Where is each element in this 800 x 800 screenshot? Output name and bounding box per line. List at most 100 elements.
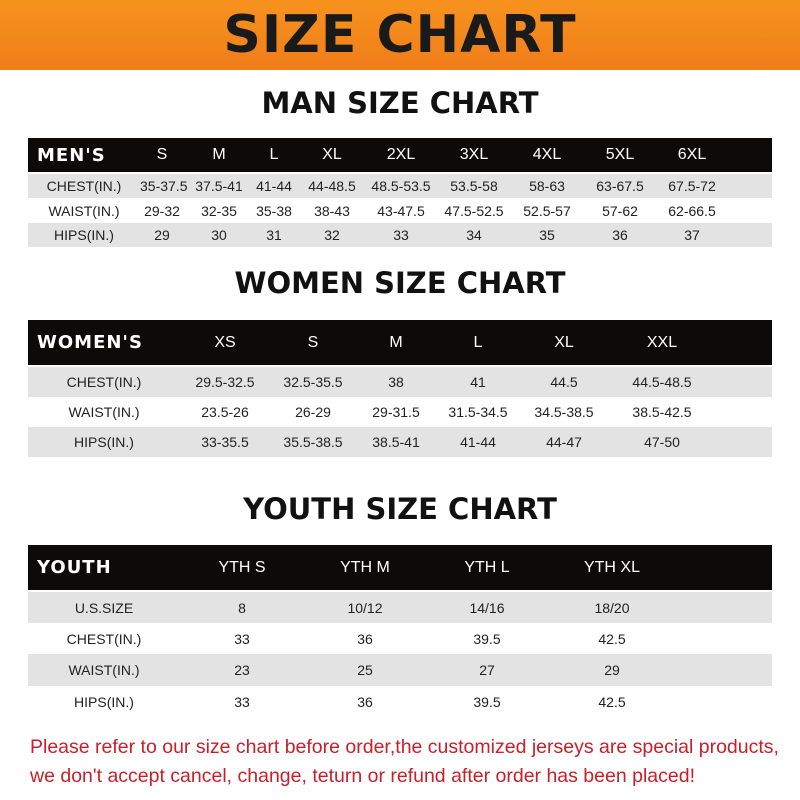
cell: 35-37.5: [140, 178, 188, 194]
cell: 34.5-38.5: [534, 404, 594, 420]
cell: XS: [214, 333, 236, 351]
row-label: WOMEN'S: [37, 332, 143, 353]
row-label: CHEST(IN.): [46, 178, 122, 194]
cell: 48.5-53.5: [371, 178, 431, 194]
table-row: WAIST(IN.) 23.5-26 26-29 29-31.5 31.5-34.5 34…: [28, 397, 772, 427]
cell: 26-29: [295, 404, 331, 420]
cell: 63-67.5: [596, 178, 644, 194]
cell: 35: [539, 227, 555, 243]
cell: 42.5: [598, 694, 626, 710]
cell: 47.5-52.5: [444, 202, 504, 219]
cell: 44.5: [550, 374, 578, 390]
table-row: HIPS(IN.) 33-35.5 35.5-38.5 38.5-41 41-44 44-…: [28, 427, 772, 457]
cell: 67.5-72: [668, 178, 716, 194]
cell: 23: [234, 662, 250, 678]
cell: 34: [466, 227, 482, 243]
cell: 62-66.5: [668, 202, 716, 219]
cell: 44-48.5: [308, 178, 356, 194]
cell: 29-32: [144, 202, 180, 219]
note-line-1: Please refer to our size chart before or…: [30, 736, 779, 758]
cell: 37: [684, 227, 700, 243]
cell: 14/16: [469, 599, 505, 616]
cell: 32.5-35.5: [283, 374, 343, 390]
table-row: WAIST(IN.) 29-32 32-35 35-38 38-43 43-47.5 47.…: [28, 198, 772, 223]
cell: S: [307, 333, 319, 351]
cell: XL: [554, 333, 574, 351]
cell: YTH XL: [583, 558, 640, 576]
cell: 6XL: [677, 146, 707, 163]
cell: YTH M: [340, 558, 390, 576]
row-label: HIPS(IN.): [74, 434, 134, 450]
cell: 38.5-41: [372, 434, 420, 450]
cell: 36: [612, 227, 628, 243]
cell: S: [156, 146, 168, 163]
disclaimer-note: Please refer to our size chart before or…: [30, 733, 790, 791]
cell: 38: [388, 374, 404, 390]
table-row: WAIST(IN.) 23 25 27 29: [28, 654, 772, 686]
cell: 38-43: [314, 202, 350, 219]
row-label: WAIST(IN.): [48, 202, 120, 219]
cell: 29: [154, 227, 170, 243]
row-label: HIPS(IN.): [74, 694, 134, 710]
cell: 30: [211, 227, 227, 243]
row-label: CHEST(IN.): [66, 630, 142, 647]
row-label: WAIST(IN.): [68, 404, 140, 420]
cell: 39.5: [473, 630, 501, 647]
cell: 53.5-58: [450, 178, 498, 194]
row-label: YOUTH: [37, 557, 112, 578]
cell: XL: [322, 146, 342, 163]
cell: 44.5-48.5: [632, 374, 692, 390]
cell: 3XL: [459, 146, 489, 163]
header-row: WOMEN'S XS S M L XL XXL: [28, 320, 772, 365]
cell: YTH S: [218, 558, 266, 576]
cell: 57-62: [602, 202, 638, 219]
cell: YTH L: [464, 558, 510, 576]
cell: 42.5: [598, 630, 626, 647]
cell: 10/12: [347, 599, 383, 616]
table-row: HIPS(IN.) 29 30 31 32 33 34 35 36 37: [28, 223, 772, 247]
table-row: HIPS(IN.) 33 36 39.5 42.5: [28, 686, 772, 718]
row-label: U.S.SIZE: [74, 599, 134, 616]
cell: 4XL: [532, 146, 562, 163]
banner-title: SIZE CHART: [223, 5, 577, 65]
cell: M: [212, 146, 226, 163]
women-size-table: WOMEN'S XS S M L XL XXL CHEST(IN.) 29.5-32.5 32.5…: [28, 320, 772, 457]
cell: 44-47: [546, 434, 582, 450]
cell: 39.5: [473, 694, 501, 710]
row-label: MEN'S: [37, 144, 106, 166]
table-row: CHEST(IN.) 35-37.5 37.5-41 41-44 44-48.5 48.5…: [28, 174, 772, 198]
cell: 47-50: [644, 434, 680, 450]
cell: 29.5-32.5: [195, 374, 255, 390]
cell: 33: [393, 227, 409, 243]
cell: 37.5-41: [195, 178, 243, 194]
cell: L: [473, 333, 483, 351]
table-row: CHEST(IN.) 33 36 39.5 42.5: [28, 623, 772, 654]
cell: 33: [234, 694, 250, 710]
cell: 33: [234, 630, 250, 647]
table-row: CHEST(IN.) 29.5-32.5 32.5-35.5 38 41 44.5 44.5…: [28, 367, 772, 397]
cell: 32-35: [201, 202, 237, 219]
cell: 31: [266, 227, 282, 243]
row-label: HIPS(IN.): [54, 227, 114, 243]
cell: 41: [470, 374, 486, 390]
cell: M: [389, 333, 403, 351]
cell: 23.5-26: [201, 404, 249, 420]
cell: 58-63: [529, 178, 565, 194]
banner: SIZE CHART: [0, 0, 800, 70]
cell: 27: [479, 662, 495, 678]
cell: 8: [238, 599, 246, 616]
cell: 36: [357, 630, 373, 647]
cell: 25: [357, 662, 373, 678]
youth-title: YOUTH SIZE CHART: [243, 492, 557, 526]
cell: 29: [604, 662, 620, 678]
cell: 29-31.5: [372, 404, 420, 420]
header-row: MEN'S S M L XL 2XL 3XL 4XL 5XL 6XL: [28, 138, 772, 172]
cell: 5XL: [605, 146, 635, 163]
cell: XXL: [646, 333, 678, 351]
cell: 35.5-38.5: [283, 434, 343, 450]
cell: 41-44: [460, 434, 496, 450]
cell: 35-38: [256, 202, 292, 219]
cell: 38.5-42.5: [632, 404, 692, 420]
men-size-table: MEN'S S M L XL 2XL 3XL 4XL 5XL 6XL CHEST(IN.) 35-37…: [28, 138, 772, 247]
cell: 43-47.5: [377, 202, 425, 219]
